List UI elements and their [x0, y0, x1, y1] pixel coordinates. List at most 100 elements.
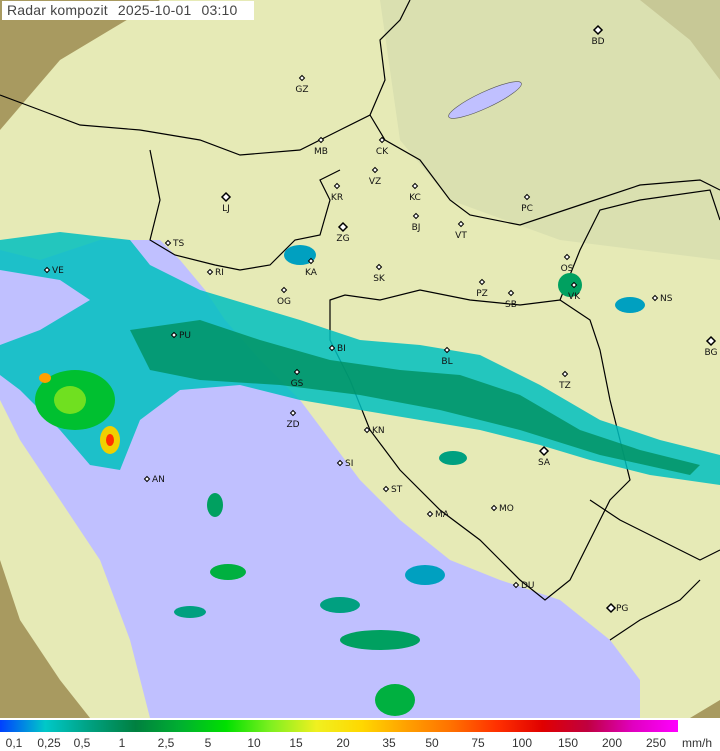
city-marker-icon	[507, 289, 515, 297]
city-marker-icon	[328, 344, 336, 352]
city-label: PG	[616, 604, 628, 614]
city-marker-icon	[289, 409, 297, 417]
city-marker-icon	[293, 368, 301, 376]
city-marker-icon	[378, 136, 386, 144]
city-marker-icon	[705, 335, 717, 347]
city-marker-icon	[280, 286, 288, 294]
map-title: Radar kompozit 2025-10-01 03:10	[2, 1, 254, 20]
city-marker-icon	[298, 74, 306, 82]
product-name: Radar kompozit	[7, 2, 108, 18]
city-label: DU	[521, 581, 535, 591]
city-marker-icon	[164, 239, 172, 247]
city-marker-icon	[651, 294, 659, 302]
city-label: BI	[337, 344, 346, 354]
city-gs: GS	[291, 368, 304, 389]
city-marker-icon	[592, 24, 604, 36]
city-mb: MB	[314, 136, 328, 157]
scale-tick: 5	[204, 736, 212, 750]
city-lj: LJ	[220, 191, 232, 214]
city-label: ST	[391, 485, 403, 495]
city-sa: SA	[538, 445, 551, 468]
city-marker-icon	[337, 221, 349, 233]
city-label: PU	[179, 331, 191, 341]
lake-balaton	[448, 81, 522, 119]
city-marker-icon	[307, 257, 315, 265]
scale-tick: 0,1	[5, 736, 23, 750]
country-borders	[0, 0, 720, 641]
scale-tick: 100	[511, 736, 533, 750]
scale-tick: 20	[336, 736, 350, 750]
city-label: RI	[215, 268, 224, 278]
city-label: KC	[409, 193, 421, 203]
scale-tick: 10	[247, 736, 261, 750]
time: 03:10	[201, 2, 238, 18]
city-label: SI	[345, 459, 353, 469]
city-pg: PG	[605, 602, 628, 614]
city-marker-icon	[523, 193, 531, 201]
city-label: PZ	[476, 289, 488, 299]
terrain-ne	[380, 0, 720, 260]
city-ma: MA	[426, 510, 450, 520]
city-pz: PZ	[476, 278, 488, 299]
city-marker-icon	[375, 263, 383, 271]
city-label: CK	[376, 147, 389, 157]
city-label: TS	[172, 239, 184, 249]
city-label: BJ	[412, 223, 421, 233]
city-marker-icon	[43, 266, 51, 274]
city-ka: KA	[305, 257, 318, 278]
date: 2025-10-01	[117, 2, 192, 18]
city-mo: MO	[490, 504, 514, 514]
city-label: BD	[591, 37, 604, 47]
city-zd: ZD	[286, 409, 300, 430]
city-markers: BD GZ MB CK VZ KR KC LJ PC BJ ZG VT TS VE KA SK OS RI VK NS…	[43, 24, 718, 614]
city-label: KA	[305, 268, 318, 278]
city-label: ZG	[336, 234, 349, 244]
scale-tick: 1	[118, 736, 126, 750]
city-vk: VK	[568, 281, 581, 302]
city-ri: RI	[206, 268, 224, 278]
city-marker-icon	[512, 581, 520, 589]
color-scale-bar	[0, 720, 678, 732]
city-label: MO	[499, 504, 514, 514]
city-label: BL	[441, 357, 452, 367]
city-label: MB	[314, 147, 328, 157]
city-label: SB	[505, 300, 517, 310]
city-label: AN	[152, 475, 165, 485]
city-label: KR	[331, 193, 343, 203]
city-marker-icon	[363, 426, 371, 434]
city-marker-icon	[457, 220, 465, 228]
city-label: LJ	[222, 204, 230, 214]
city-du: DU	[512, 581, 535, 591]
city-zg: ZG	[336, 221, 350, 244]
city-label: VE	[52, 266, 64, 276]
city-vt: VT	[455, 220, 467, 241]
city-ve: VE	[43, 266, 64, 276]
scale-tick: 75	[471, 736, 485, 750]
city-si: SI	[336, 459, 353, 469]
scale-tick: 150	[557, 736, 579, 750]
city-bl: BL	[441, 346, 453, 367]
city-label: VT	[455, 231, 467, 241]
city-marker-icon	[426, 510, 434, 518]
scale-tick: 200	[601, 736, 623, 750]
city-marker-icon	[490, 504, 498, 512]
city-marker-icon	[412, 212, 420, 220]
city-gz: GZ	[295, 74, 309, 95]
city-og: OG	[277, 286, 291, 307]
city-kn: KN	[363, 426, 385, 436]
city-label: VK	[568, 292, 581, 302]
city-marker-icon	[382, 485, 390, 493]
city-sb: SB	[505, 289, 517, 310]
city-label: NS	[660, 294, 673, 304]
city-label: SK	[373, 274, 386, 284]
city-marker-icon	[411, 182, 419, 190]
city-marker-icon	[206, 268, 214, 276]
city-label: KN	[372, 426, 385, 436]
city-kr: KR	[331, 182, 343, 203]
city-marker-icon	[143, 475, 151, 483]
city-os: OS	[561, 253, 574, 274]
city-label: BG	[705, 348, 718, 358]
city-marker-icon	[478, 278, 486, 286]
scale-tick: 35	[382, 736, 396, 750]
scale-tick: 250	[645, 736, 667, 750]
